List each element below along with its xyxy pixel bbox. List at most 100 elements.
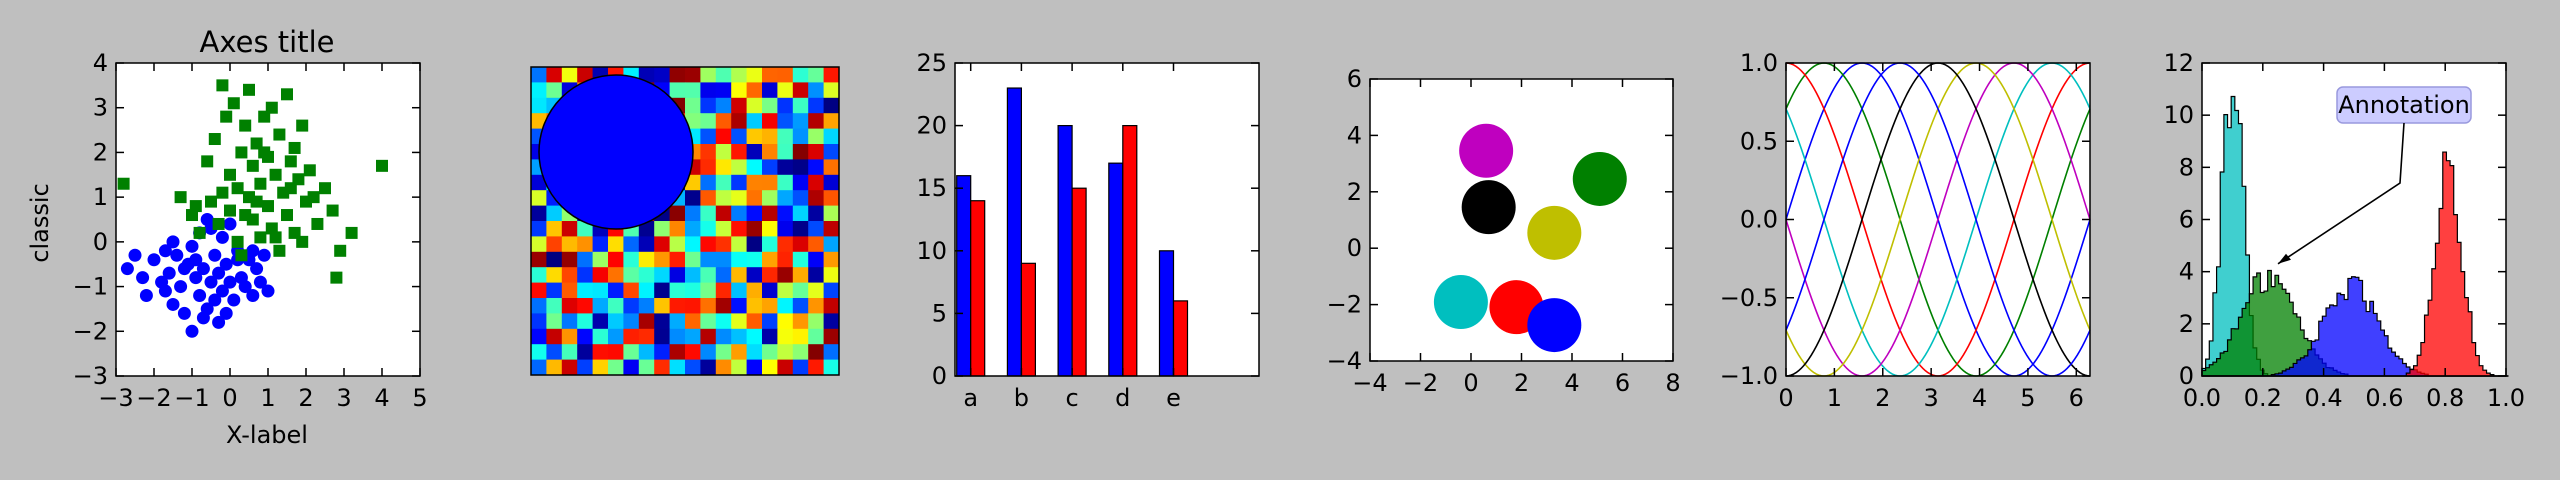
heatmap-cell [669, 298, 686, 314]
scatter-point [246, 244, 260, 258]
heatmap-cell [531, 313, 547, 330]
heatmap-cell [715, 144, 732, 160]
heatmap-cell [592, 282, 609, 299]
heatmap-cell [731, 82, 748, 99]
heatmap-cell [746, 174, 763, 191]
heatmap-cell [777, 267, 794, 284]
scatter-square [307, 191, 320, 204]
scatter-point [120, 262, 134, 276]
heatmap-cell [777, 236, 794, 253]
scatter-square [258, 146, 271, 159]
bar [1006, 87, 1023, 377]
heatmap-cell [654, 313, 671, 330]
circle-marker [1461, 180, 1516, 235]
x-tick-label: 4 [374, 384, 389, 412]
heatmap-cell [792, 267, 809, 284]
heatmap-cell [792, 67, 809, 83]
y-tick-label: −4 [1327, 347, 1362, 375]
heatmap-cell [731, 144, 748, 160]
heatmap-cell [685, 298, 701, 314]
heatmap-cell [608, 282, 624, 299]
scatter-point [185, 239, 199, 253]
heatmap-cell [700, 298, 717, 314]
heatmap-cell [608, 359, 624, 376]
heatmap-cell [531, 267, 547, 284]
scatter-square [216, 186, 229, 199]
heatmap-cell [777, 128, 794, 145]
heatmap-cell [823, 205, 840, 222]
heatmap-cell [823, 144, 840, 160]
heatmap-cell [823, 344, 840, 361]
scatter-point [128, 248, 142, 262]
heatmap-cell [546, 221, 563, 237]
y-tick-label: 5 [932, 299, 947, 327]
heatmap-cell [762, 128, 778, 145]
heatmap-cell [669, 359, 686, 376]
scatter-square [262, 200, 274, 213]
heatmap-cell [685, 267, 701, 284]
heatmap-cell [700, 267, 717, 284]
heatmap-cell [792, 328, 809, 345]
circle-marker [1527, 298, 1582, 353]
heatmap-cell [731, 298, 748, 314]
heatmap-cell [792, 128, 809, 145]
heatmap-cell [685, 221, 701, 237]
heatmap-cell [669, 282, 686, 299]
scatter-square [311, 217, 324, 230]
x-tick-label: −2 [136, 384, 171, 412]
heatmap-cell [592, 313, 609, 330]
heatmap-cell [823, 282, 840, 299]
y-tick-label: −1.0 [1720, 362, 1778, 390]
heatmap-cell [777, 282, 794, 299]
heatmap-cell [638, 251, 655, 268]
heatmap-cell [592, 267, 609, 284]
heatmap-cell [608, 267, 624, 284]
heatmap-cell [762, 205, 778, 222]
bar-panel: a b c d e 0 5 10 15 20 25 [916, 49, 1260, 412]
annotation-text: Annotation [2338, 91, 2470, 119]
heatmap-cell [715, 190, 732, 207]
heatmap-cell [669, 205, 686, 222]
bar [1122, 124, 1138, 377]
heatmap-cell [762, 190, 778, 207]
heatmap-cell [746, 144, 763, 160]
heatmap-cell [623, 236, 640, 253]
heatmap-cell [561, 236, 578, 253]
heatmap-cell [623, 282, 640, 299]
x-tick-label: 3 [336, 384, 351, 412]
heatmap-cell [808, 67, 825, 83]
scatter-point [261, 284, 275, 298]
bar [970, 200, 986, 377]
heatmap-cell [700, 344, 717, 361]
heatmap-cell [762, 82, 778, 99]
heatmap-cell [792, 313, 809, 330]
scatter-square [216, 79, 229, 92]
x-tick-label: −2 [1403, 369, 1438, 397]
heatmap-cell [654, 282, 671, 299]
heatmap-cell [715, 159, 732, 176]
heatmap-cell [685, 328, 701, 345]
scatter-square [303, 164, 316, 177]
x-tick-label: 0.2 [2244, 384, 2282, 412]
heatmap-cell [762, 159, 778, 176]
y-tick-label: 0 [932, 362, 947, 390]
bar [956, 175, 972, 377]
heatmap-cell [777, 328, 794, 345]
heatmap-cell [608, 344, 624, 361]
y-tick-label: 6 [2179, 206, 2194, 234]
scatter-point [166, 235, 180, 249]
y-tick-label: 2 [2179, 310, 2194, 338]
scatter-point [223, 217, 237, 231]
scatter-square [246, 159, 259, 172]
heatmap-cell [823, 359, 840, 376]
heatmap-cell [561, 67, 578, 83]
heatmap-cell [792, 282, 809, 299]
heatmap-cell [577, 344, 594, 361]
heatmap-cell [731, 282, 748, 299]
heatmap-cell [531, 67, 547, 83]
scatter-square [189, 200, 202, 213]
heatmap-cell [577, 298, 594, 314]
heatmap-cell [823, 113, 840, 130]
axes-frame [954, 62, 1260, 377]
